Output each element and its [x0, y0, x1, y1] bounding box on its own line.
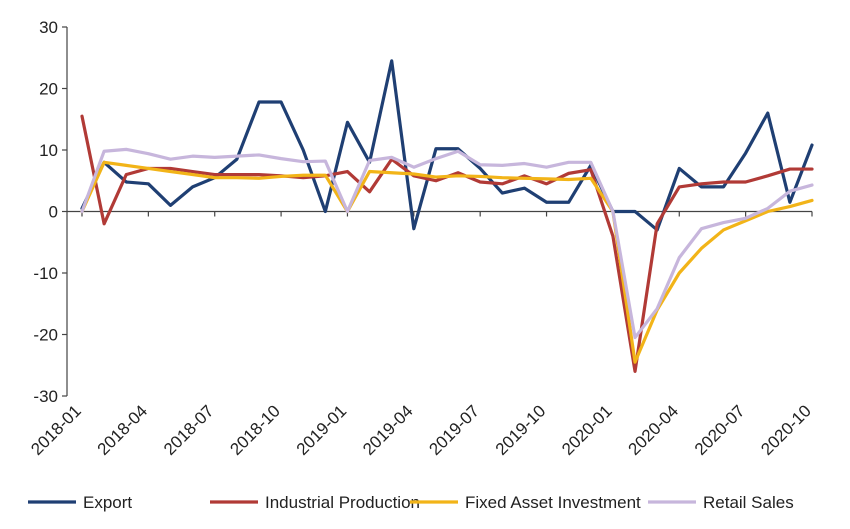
x-tick-label: 2020-01	[558, 401, 616, 459]
y-tick-label: -10	[33, 264, 58, 283]
series-layer	[80, 59, 814, 373]
y-axis: 30 20 10 0 -10 -20 -30	[33, 18, 68, 406]
x-tick-label: 2020-04	[625, 401, 683, 459]
series-line-fixed-asset-investment	[80, 160, 814, 364]
x-tick-label: 2018-04	[94, 401, 152, 459]
legend-item: Fixed Asset Investment	[410, 493, 641, 512]
x-tick-label: 2020-10	[757, 401, 815, 459]
y-tick-label: 10	[39, 141, 58, 160]
y-tick-label: 0	[49, 203, 58, 222]
legend-item: Industrial Production	[210, 493, 420, 512]
series-line-retail-sales	[80, 147, 814, 340]
y-tick-label: 20	[39, 80, 58, 99]
legend-item: Export	[28, 493, 132, 512]
x-tick-label: 2018-07	[160, 401, 218, 459]
x-tick-label: 2019-10	[492, 401, 550, 459]
y-tick-label: 30	[39, 18, 58, 37]
legend: Export Industrial Production Fixed Asset I…	[28, 493, 794, 512]
x-tick-label: 2019-01	[293, 401, 351, 459]
legend-label: Fixed Asset Investment	[465, 493, 641, 512]
legend-label: Industrial Production	[265, 493, 420, 512]
y-tick-label: -30	[33, 387, 58, 406]
legend-label: Retail Sales	[703, 493, 794, 512]
legend-item: Retail Sales	[648, 493, 794, 512]
x-tick-label: 2018-10	[226, 401, 284, 459]
x-tick-label: 2020-07	[691, 401, 749, 459]
x-tick-label: 2019-04	[359, 401, 417, 459]
legend-label: Export	[83, 493, 132, 512]
x-tick-label: 2018-01	[27, 401, 85, 459]
series-line-export	[80, 59, 814, 232]
x-axis: 2018-01 2018-04 2018-07 2018-10 2019-01 2019-…	[27, 210, 815, 459]
x-tick-label: 2019-07	[425, 401, 483, 459]
y-tick-label: -20	[33, 326, 58, 345]
